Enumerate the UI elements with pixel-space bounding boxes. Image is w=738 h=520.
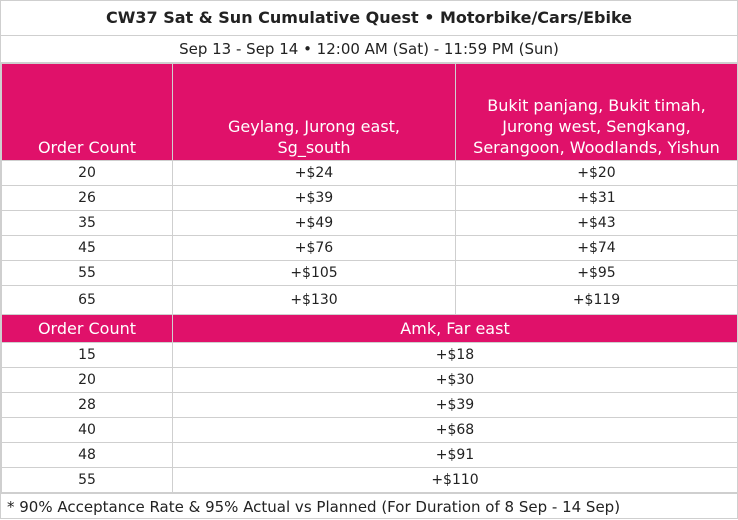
order-count-cell: 65 (1, 285, 173, 315)
reward-cell: +$91 (172, 442, 738, 468)
reward-cell: +$31 (455, 185, 738, 211)
order-count-cell: 28 (1, 392, 173, 418)
page-title: CW37 Sat & Sun Cumulative Quest • Motorb… (1, 1, 737, 36)
order-count-cell: 35 (1, 210, 173, 236)
reward-cell: +$43 (455, 210, 738, 236)
reward-cell: +$74 (455, 235, 738, 261)
reward-cell: +$24 (172, 160, 456, 186)
table-row: 55 +$105 +$95 (1, 260, 738, 286)
reward-cell: +$95 (455, 260, 738, 286)
header-zone-group-2: Bukit panjang, Bukit timah, Jurong west,… (455, 63, 738, 161)
table-row: 20 +$30 (1, 367, 738, 393)
table-row: 26 +$39 +$31 (1, 185, 738, 211)
header-zone-group-3: Amk, Far east (172, 314, 738, 343)
table-row: 45 +$76 +$74 (1, 235, 738, 261)
order-count-cell: 40 (1, 417, 173, 443)
reward-cell: +$49 (172, 210, 456, 236)
table1-header: Order Count Geylang, Jurong east, Sg_sou… (1, 63, 738, 161)
reward-cell: +$110 (172, 467, 738, 493)
table-row: 40 +$68 (1, 417, 738, 443)
reward-cell: +$68 (172, 417, 738, 443)
reward-cell: +$76 (172, 235, 456, 261)
reward-cell: +$20 (455, 160, 738, 186)
reward-cell: +$119 (455, 285, 738, 315)
order-count-cell: 20 (1, 367, 173, 393)
header-zone-group-2-label: Bukit panjang, Bukit timah, Jurong west,… (473, 96, 720, 157)
reward-cell: +$39 (172, 392, 738, 418)
table-row: 20 +$24 +$20 (1, 160, 738, 186)
reward-cell: +$39 (172, 185, 456, 211)
order-count-cell: 55 (1, 260, 173, 286)
table-row: 48 +$91 (1, 442, 738, 468)
reward-cell: +$105 (172, 260, 456, 286)
table-row: 55 +$110 (1, 467, 738, 493)
table-row: 15 +$18 (1, 342, 738, 368)
header-zone-group-1: Geylang, Jurong east, Sg_south (172, 63, 456, 161)
reward-cell: +$130 (172, 285, 456, 315)
date-range: Sep 13 - Sep 14 • 12:00 AM (Sat) - 11:59… (1, 36, 737, 63)
header-order-count: Order Count (1, 314, 173, 343)
order-count-cell: 20 (1, 160, 173, 186)
header-order-count: Order Count (1, 63, 173, 161)
order-count-cell: 45 (1, 235, 173, 261)
reward-cell: +$30 (172, 367, 738, 393)
table-row: 28 +$39 (1, 392, 738, 418)
quest-table: Order Count Geylang, Jurong east, Sg_sou… (1, 63, 738, 493)
table-row: 65 +$130 +$119 (1, 285, 738, 315)
header-zone-group-1-label: Geylang, Jurong east, Sg_south (227, 117, 401, 157)
order-count-cell: 55 (1, 467, 173, 493)
table2-header: Order Count Amk, Far east (1, 314, 738, 343)
order-count-cell: 15 (1, 342, 173, 368)
footnote: * 90% Acceptance Rate & 95% Actual vs Pl… (1, 493, 737, 520)
order-count-cell: 48 (1, 442, 173, 468)
order-count-cell: 26 (1, 185, 173, 211)
reward-cell: +$18 (172, 342, 738, 368)
table-row: 35 +$49 +$43 (1, 210, 738, 236)
